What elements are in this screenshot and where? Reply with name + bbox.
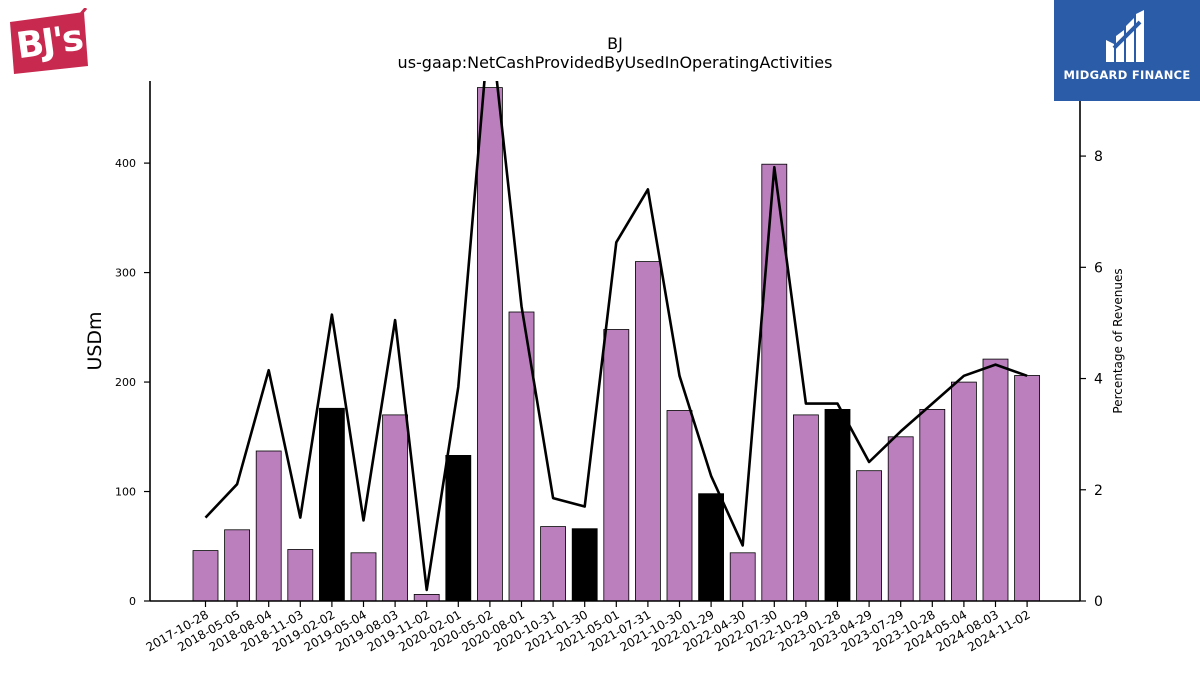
y-axis-ticks: 0 100 200 300 400 (115, 157, 150, 608)
axes (149, 81, 1081, 602)
line-group (204, 81, 1028, 592)
y2-tick-label: 8 (1094, 149, 1103, 165)
bar-2019-02-02 (318, 407, 345, 602)
bar-2021-07-31 (635, 261, 661, 602)
bar-2023-07-29 (887, 436, 914, 602)
bar-2024-11-02 (1014, 375, 1040, 602)
y2-tick-label: 0 (1094, 594, 1103, 610)
y-tick-label: 100 (115, 486, 136, 499)
bar-2022-04-30 (729, 552, 756, 602)
bar-2019-05-04 (350, 552, 377, 602)
partner-logo-text: MIDGARD FINANCE (1063, 68, 1191, 82)
bar-2020-10-31 (540, 526, 566, 602)
bar-2018-05-05 (224, 529, 251, 602)
bar-2022-10-29 (793, 414, 819, 602)
y2-axis-ticks: 0 2 4 6 8 (1080, 149, 1103, 610)
bar-2017-10-28 (192, 550, 219, 602)
partner-logo: MIDGARD FINANCE (1054, 0, 1200, 101)
bar-2020-02-01 (445, 454, 472, 602)
chart-title: BJ (607, 34, 623, 53)
brand-logo-text: BJ's (13, 17, 85, 67)
bar-2019-08-03 (382, 414, 409, 602)
bar-2023-04-29 (856, 470, 882, 602)
bar-2024-05-04 (951, 381, 977, 602)
y-tick-label: 0 (129, 595, 136, 608)
bar-2021-05-01 (603, 329, 630, 602)
bar-2020-05-02 (476, 87, 503, 602)
bar-2018-11-03 (287, 549, 314, 602)
percentage-line (204, 81, 1028, 592)
bar-2021-10-30 (666, 410, 693, 602)
bar-2023-01-28 (824, 408, 851, 602)
y2-tick-label: 2 (1094, 483, 1103, 499)
y2-axis-label: Percentage of Revenues (1111, 268, 1125, 413)
bar-2021-01-30 (571, 528, 598, 602)
bar-2019-11-02 (413, 594, 440, 602)
y2-tick-label: 6 (1094, 260, 1103, 276)
x-axis-ticks: 2017-10-282018-05-052018-08-042018-11-03… (144, 601, 1033, 654)
bar-group (192, 87, 1040, 602)
bar-2023-10-28 (919, 408, 946, 602)
y-tick-label: 200 (115, 376, 136, 389)
bar-2018-08-04 (255, 450, 282, 602)
y-tick-label: 400 (115, 157, 136, 170)
chart-subtitle: us-gaap:NetCashProvidedByUsedInOperating… (398, 53, 833, 72)
y-tick-label: 300 (115, 267, 136, 280)
brand-logo (10, 8, 88, 74)
y-axis-label: USDm (84, 311, 106, 370)
y2-tick-label: 4 (1094, 372, 1103, 388)
bar-2024-08-03 (982, 358, 1009, 602)
partner-logo-icon (1106, 10, 1144, 62)
bar-2022-01-29 (698, 493, 724, 602)
